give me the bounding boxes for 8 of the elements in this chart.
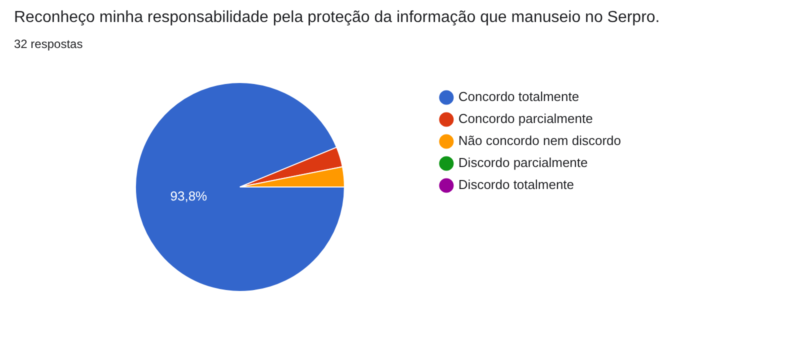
chart-title: Reconheço minha responsabilidade pela proteção da informação que manuseio no Serpro.: [14, 8, 661, 28]
data-label: 93,8%: [170, 188, 208, 204]
legend-label: Concordo totalmente: [458, 89, 580, 104]
legend-label: Concordo parcialmente: [458, 111, 593, 126]
legend-label: Discordo parcialmente: [458, 155, 588, 170]
legend-label: Discordo totalmente: [458, 177, 574, 192]
legend-label: Não concordo nem discordo: [458, 133, 622, 148]
chart-subtitle: 32 respostas: [14, 36, 84, 52]
